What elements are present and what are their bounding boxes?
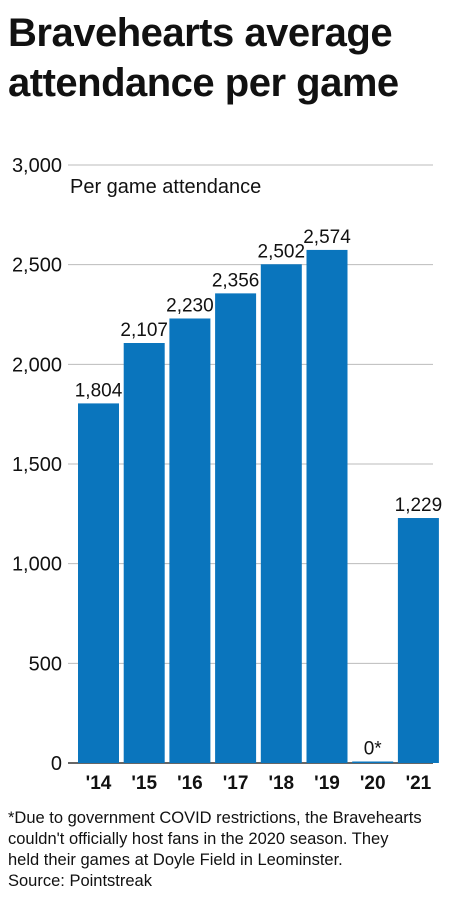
chart-title-line-1: Bravehearts average [8, 11, 393, 55]
source-note: Source: Pointstreak [8, 872, 152, 890]
y-tick-label: 500 [29, 653, 62, 675]
bar-value-label: 2,230 [166, 295, 214, 316]
footnote-line-1: *Due to government COVID restrictions, t… [8, 809, 422, 827]
footnote: *Due to government COVID restrictions, t… [8, 808, 448, 892]
bar [215, 293, 257, 763]
y-tick-label: 3,000 [12, 155, 62, 177]
bar-value-label: 2,107 [120, 320, 168, 341]
y-tick-label: 1,000 [12, 554, 62, 576]
y-axis-ticks: 0 500 1,000 1,500 2,000 2,500 3,000 [12, 155, 62, 775]
bar [260, 264, 302, 763]
footnote-line-3: held their games at Doyle Field in Leomi… [8, 851, 343, 869]
bar [123, 343, 165, 763]
bar-value-label: 0* [364, 739, 383, 760]
y-axis-label: Per game attendance [70, 176, 261, 198]
bar-chart: 0 500 1,000 1,500 2,000 2,500 3,000 Per game a… [12, 155, 442, 794]
x-tick-label: '20 [360, 773, 386, 794]
bar-value-label: 2,574 [303, 227, 351, 248]
bar [352, 761, 394, 763]
bar [306, 249, 348, 763]
bar-value-label: 2,502 [258, 241, 306, 262]
x-axis-labels: '14 '15 '16 '17 '18 '19 '20 '21 [86, 773, 432, 794]
bar-value-label: 2,356 [212, 270, 260, 291]
x-tick-label: '14 [86, 773, 112, 794]
x-tick-label: '15 [131, 773, 157, 794]
footnote-line-2: couldn't officially host fans in the 202… [8, 830, 389, 848]
x-tick-label: '16 [177, 773, 203, 794]
chart-title-line-2: attendance per game [8, 61, 399, 105]
y-tick-label: 2,500 [12, 255, 62, 277]
x-tick-label: '21 [406, 773, 432, 794]
bar [169, 318, 211, 763]
y-tick-label: 1,500 [12, 454, 62, 476]
bar [397, 518, 439, 763]
bar-value-label: 1,804 [75, 380, 123, 401]
bar [78, 403, 119, 763]
x-tick-label: '18 [268, 773, 294, 794]
chart-title: Bravehearts average attendance per game [8, 8, 448, 108]
bar-value-label: 1,229 [395, 495, 443, 516]
y-tick-label: 2,000 [12, 354, 62, 376]
x-tick-label: '17 [223, 773, 249, 794]
x-tick-label: '19 [314, 773, 340, 794]
y-tick-label: 0 [51, 753, 62, 775]
bars [78, 249, 439, 763]
